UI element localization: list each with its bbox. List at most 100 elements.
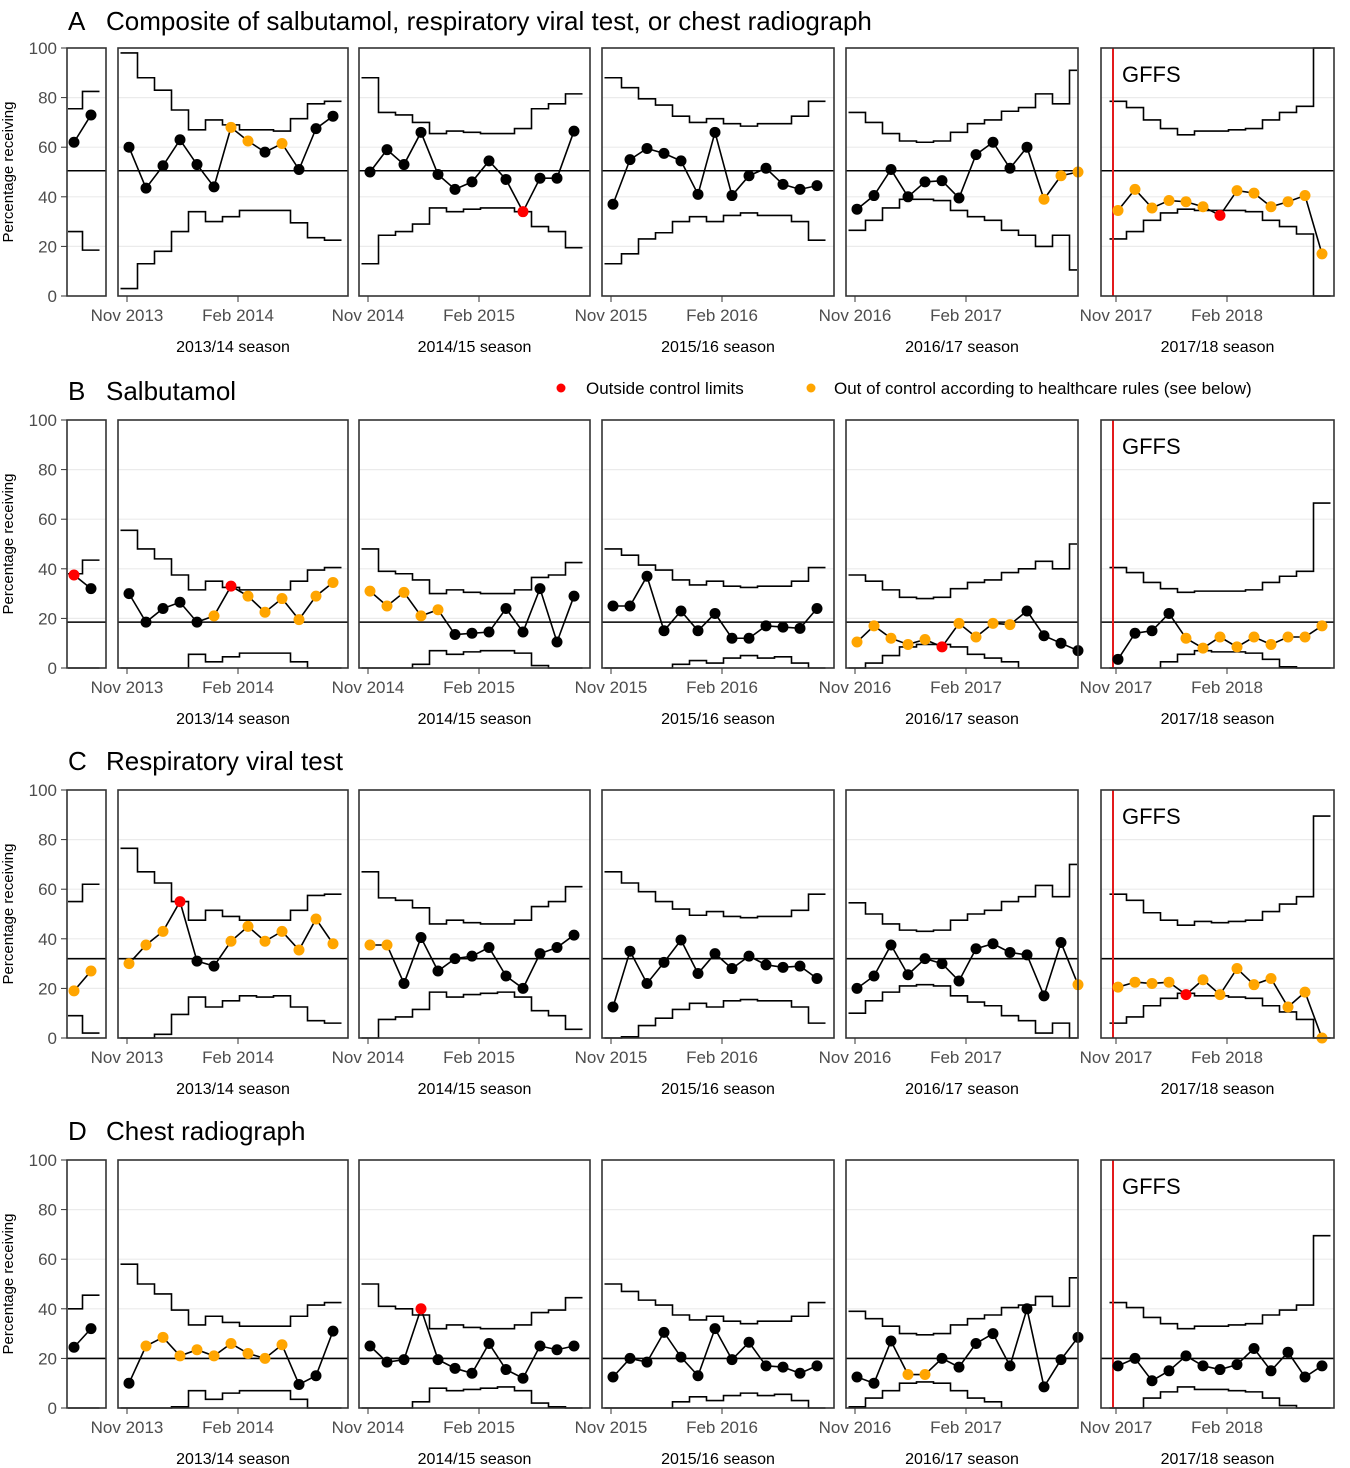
data-point [794, 960, 806, 972]
data-point [327, 110, 339, 122]
data-point [987, 136, 999, 148]
data-point [1112, 1360, 1124, 1372]
x-tick-label: Feb 2016 [686, 1048, 758, 1067]
data-point [432, 1354, 444, 1366]
x-tick-label: Nov 2015 [575, 306, 648, 325]
data-point [1248, 631, 1260, 643]
data-point [242, 920, 254, 932]
y-tick-label: 60 [38, 138, 57, 157]
data-point [1197, 1360, 1209, 1372]
data-point [381, 939, 393, 951]
data-point [415, 610, 427, 622]
upper-control-limit [68, 883, 100, 903]
data-point [1129, 1352, 1141, 1364]
data-point [449, 629, 461, 641]
data-point [1316, 248, 1328, 260]
x-tick-label: Nov 2017 [1080, 1048, 1153, 1067]
data-point [293, 1378, 305, 1390]
season-panel: GFFS Nov 2017 Feb 2018 2017/18 season [1080, 47, 1335, 356]
data-point [381, 600, 393, 612]
data-point [276, 593, 288, 605]
season-panel: GFFS Nov 2017 Feb 2018 2017/18 season [1080, 789, 1335, 1098]
season-label: 2014/15 season [418, 1081, 532, 1098]
lower-control-limit [848, 983, 1077, 1039]
panel-frame [845, 1159, 1079, 1409]
data-point [327, 1325, 339, 1337]
data-point [1163, 607, 1175, 619]
data-point [624, 154, 636, 166]
data-point [1021, 605, 1033, 617]
chart-row-a: A Composite of salbutamol, respiratory vi… [0, 6, 1335, 356]
upper-control-limit [361, 548, 583, 595]
x-tick-label: Feb 2015 [443, 306, 515, 325]
season-label: 2015/16 season [661, 1081, 775, 1098]
panel-frame [66, 419, 107, 669]
data-point [1265, 1365, 1277, 1377]
chart-row-d: D Chest radiograph Percentage receiving 0 20… [0, 1116, 1335, 1468]
data-point [68, 1341, 80, 1353]
panel-letter: B [68, 376, 85, 406]
legend-red-marker [556, 383, 566, 393]
season-panel: GFFS Nov 2017 Feb 2018 2017/18 season [1080, 419, 1335, 728]
data-point [885, 632, 897, 644]
x-tick-label: Nov 2016 [819, 1418, 892, 1437]
data-point [310, 913, 322, 925]
upper-control-limit [1109, 502, 1331, 594]
season-panel [66, 47, 107, 297]
season-panel: Nov 2013 Feb 2014 2013/14 season [91, 47, 349, 356]
data-point [1282, 631, 1294, 643]
data-point [675, 934, 687, 946]
legend: Outside control limits Out of control ac… [556, 379, 1252, 398]
y-tick-label: 0 [48, 659, 57, 678]
y-tick-label: 40 [38, 560, 57, 579]
data-point [466, 627, 478, 639]
upper-control-limit [848, 1277, 1077, 1336]
x-tick-label: Feb 2017 [930, 1048, 1002, 1067]
data-point [624, 600, 636, 612]
intervention-label: GFFS [1122, 62, 1181, 87]
data-point [242, 135, 254, 147]
season-panel: Nov 2016 Feb 2017 2016/17 season [819, 47, 1084, 356]
data-point [140, 616, 152, 628]
lower-control-limit [604, 1392, 826, 1409]
data-point [140, 1340, 152, 1352]
data-point [936, 1352, 948, 1364]
data-point [1231, 185, 1243, 197]
data-point [1129, 183, 1141, 195]
data-point [709, 1323, 721, 1335]
data-point [398, 977, 410, 989]
lower-control-limit [848, 198, 1077, 271]
data-point [191, 159, 203, 171]
data-point [658, 625, 670, 637]
season-panel: Nov 2015 Feb 2016 2015/16 season [575, 1159, 835, 1468]
data-point [743, 170, 755, 182]
panel-title: Composite of salbutamol, respiratory vir… [106, 6, 872, 36]
upper-control-limit [1109, 47, 1331, 136]
upper-control-limit [604, 1283, 826, 1325]
upper-control-limit [120, 529, 342, 591]
data-point [743, 950, 755, 962]
data-point [1299, 190, 1311, 202]
data-point [1231, 963, 1243, 975]
data-point [68, 569, 80, 581]
panel-frame [601, 419, 835, 669]
data-point [500, 970, 512, 982]
data-point [364, 585, 376, 597]
panel-frame [66, 1159, 107, 1409]
data-point [123, 141, 135, 153]
data-point [811, 602, 823, 614]
y-tick-label: 20 [38, 609, 57, 628]
data-point [760, 620, 772, 632]
y-tick-label: 20 [38, 237, 57, 256]
data-point [123, 588, 135, 600]
panel-frame [358, 1159, 591, 1409]
data-series-line [612, 129, 818, 205]
season-panel: GFFS Nov 2017 Feb 2018 2017/18 season [1080, 1159, 1335, 1468]
panel-frame [1100, 1159, 1335, 1409]
y-tick-label: 100 [29, 1151, 57, 1170]
data-point [208, 610, 220, 622]
data-point [936, 175, 948, 187]
data-point [726, 1354, 738, 1366]
data-point [1004, 946, 1016, 958]
season-panel: Nov 2014 Feb 2015 2014/15 season [332, 789, 591, 1098]
